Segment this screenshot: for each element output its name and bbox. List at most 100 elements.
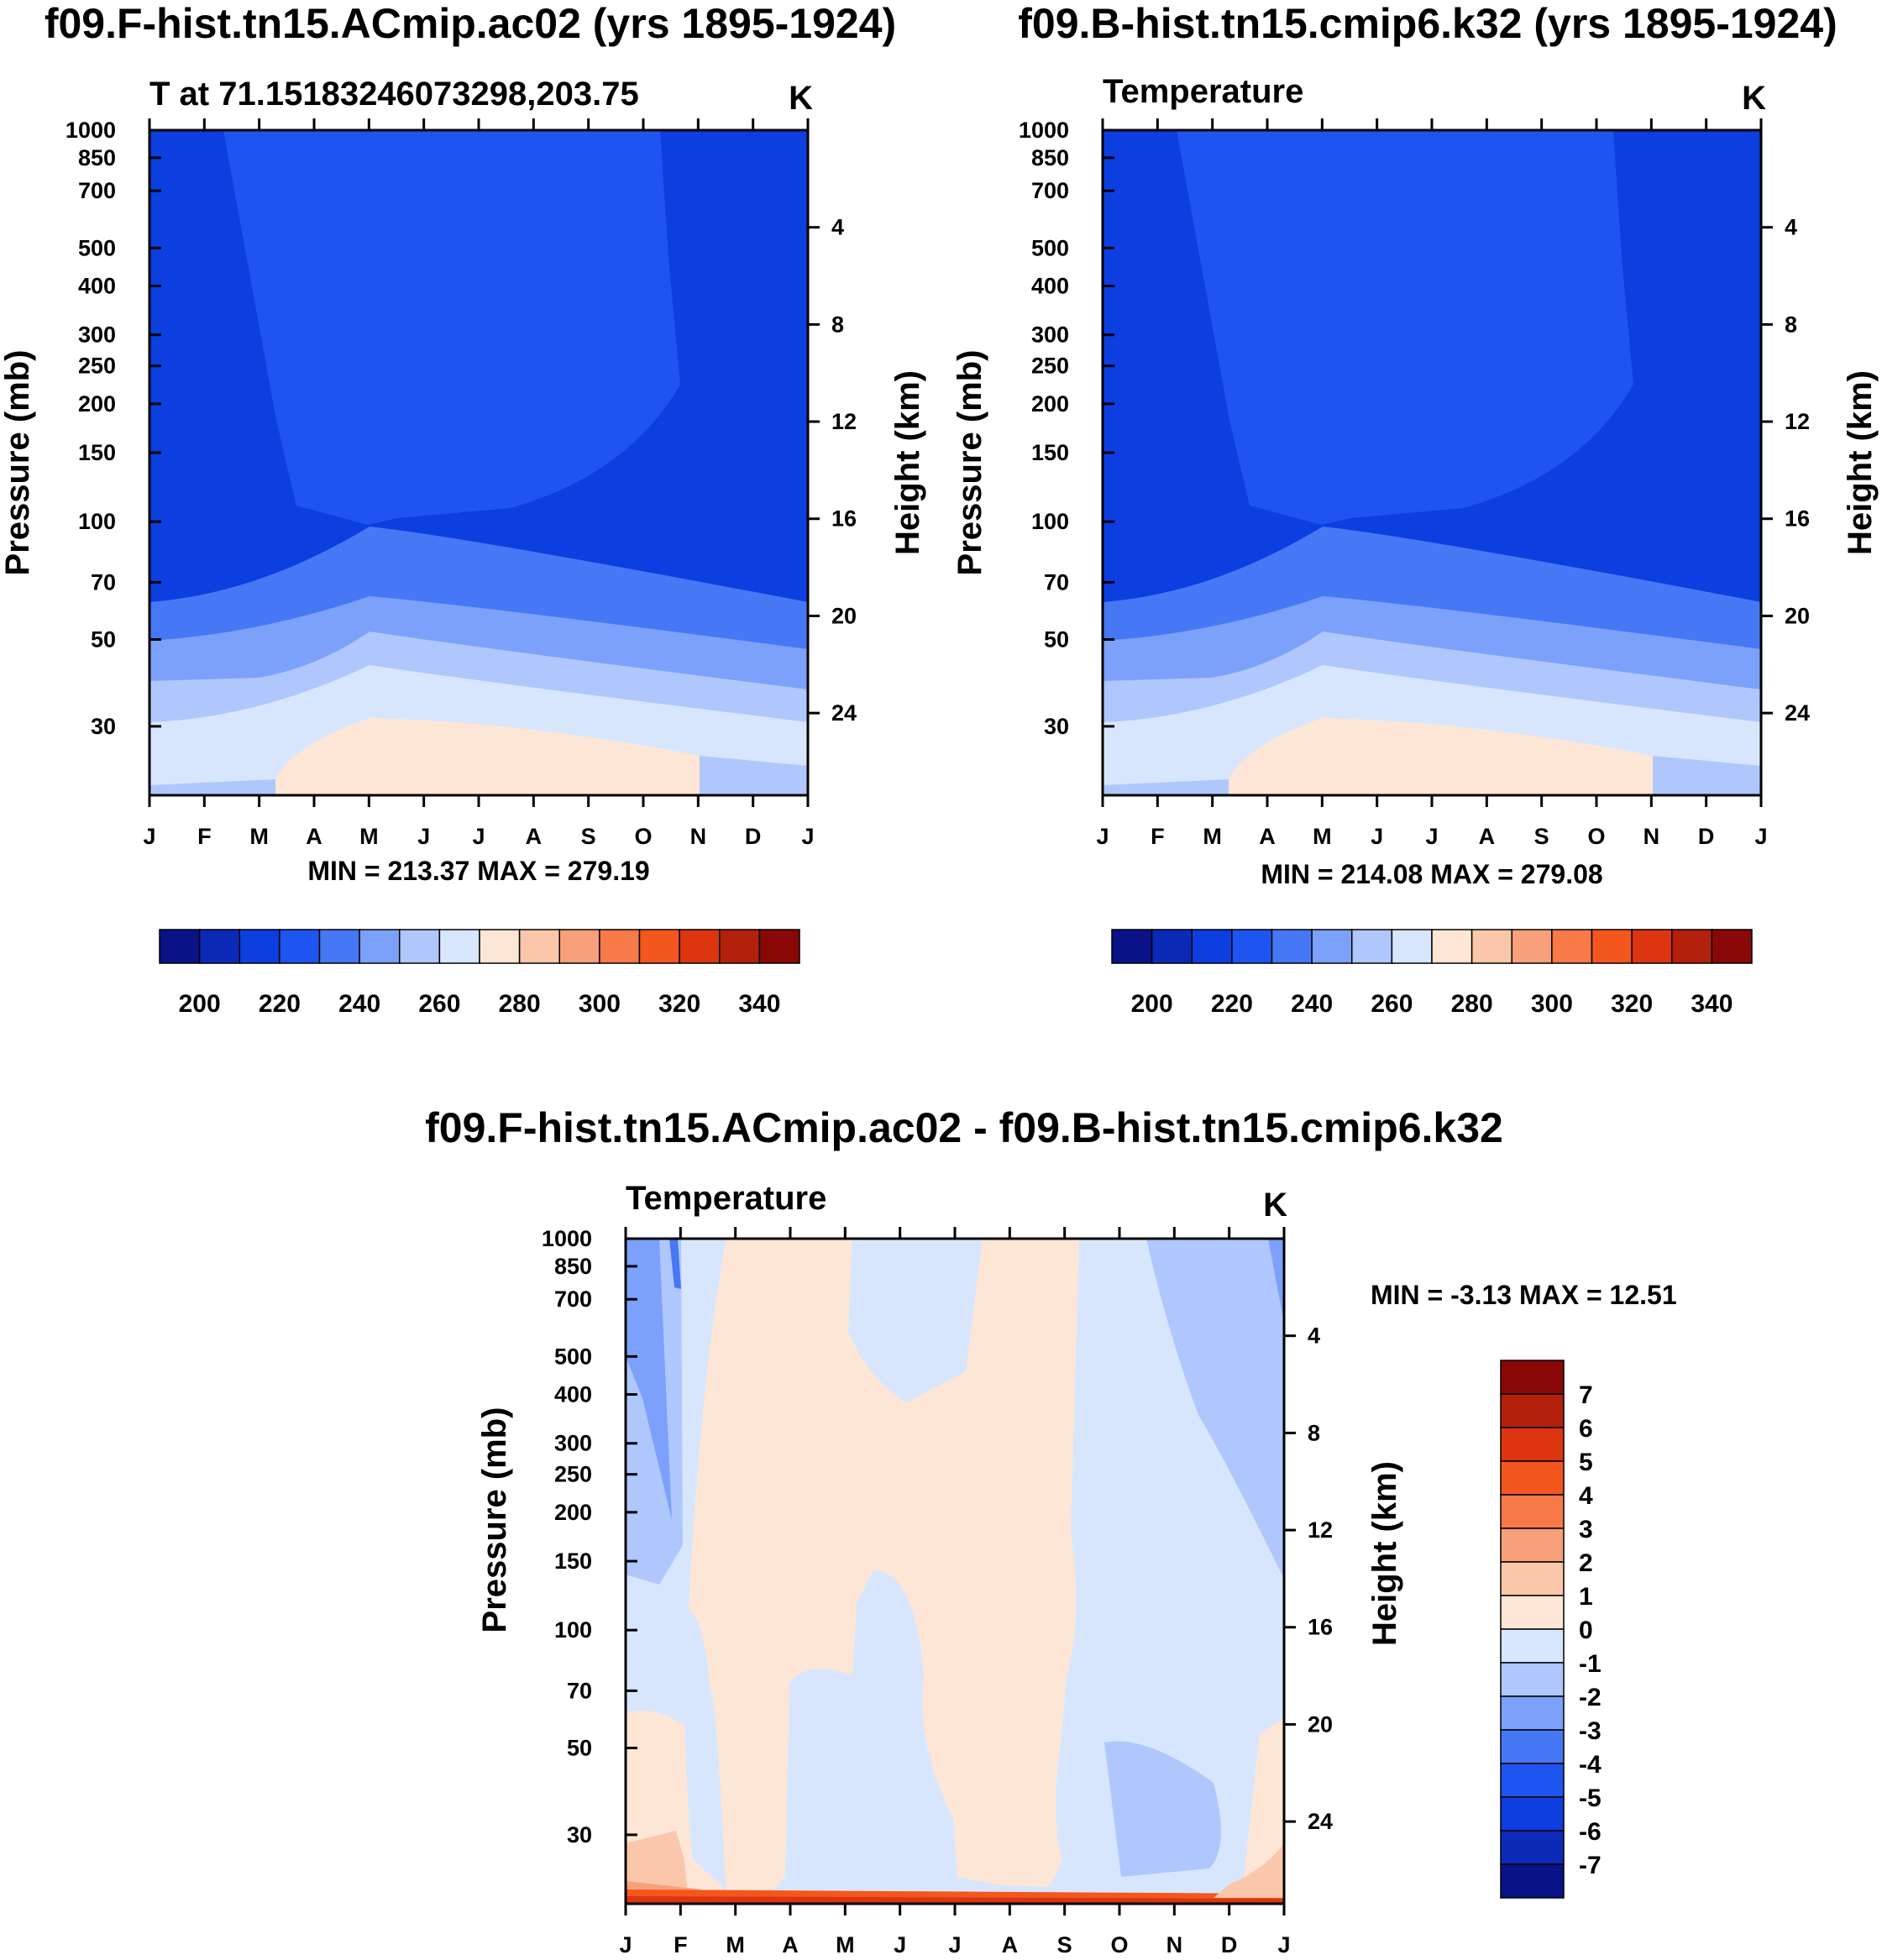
colorbar-box	[399, 929, 441, 964]
contour-field	[1103, 130, 1761, 795]
colorbar-box	[1500, 1393, 1565, 1428]
y2-axis-label: Height (km)	[1842, 370, 1879, 555]
colorbar-box	[1500, 1695, 1565, 1731]
colorbar-box	[1111, 929, 1153, 964]
colorbar-box	[1500, 1729, 1565, 1764]
pressure-tick-label: 400	[554, 1382, 592, 1407]
month-tick-label: M	[726, 1932, 745, 1957]
colorbar-box	[1191, 929, 1233, 964]
axis-ticks: 3050701001502002503004005007008501000242…	[1019, 118, 1810, 849]
colorbar-box	[1311, 929, 1353, 964]
pressure-tick-label: 30	[91, 714, 116, 739]
month-tick-label: N	[1166, 1932, 1183, 1957]
height-tick-label: 4	[1785, 215, 1797, 240]
pressure-tick-label: 100	[1031, 509, 1069, 534]
colorbar-box	[599, 929, 641, 964]
height-tick-label: 16	[831, 506, 857, 532]
colorbar-box	[1551, 929, 1593, 964]
colorbar-box	[518, 929, 560, 964]
height-tick-label: 24	[831, 700, 857, 726]
pressure-tick-label: 70	[91, 569, 116, 595]
month-tick-label: J	[1096, 824, 1109, 849]
colorbar-box	[359, 929, 401, 964]
colorbar-box	[1500, 1360, 1565, 1395]
colorbar-label: 3	[1579, 1516, 1593, 1543]
axis-ticks: 3050701001502002503004005007008501000242…	[542, 1226, 1333, 1957]
panel-title: f09.B-hist.tn15.cmip6.k32 (yrs 1895-1924…	[1018, 0, 1837, 47]
height-tick-label: 24	[1785, 700, 1810, 726]
colorbar-label: 200	[179, 990, 221, 1018]
colorbar-label: 280	[1451, 990, 1493, 1018]
height-tick-label: 4	[1308, 1323, 1320, 1349]
colorbar-label: 300	[1531, 990, 1573, 1018]
colorbar-box	[1470, 929, 1512, 964]
month-tick-label: J	[1371, 824, 1383, 849]
pressure-tick-label: 50	[91, 626, 116, 652]
colorbar-box	[638, 929, 680, 964]
colorbar-box	[1511, 929, 1553, 964]
month-tick-label: J	[1425, 824, 1438, 849]
colorbar-label: 220	[1211, 990, 1253, 1018]
colorbar-box	[1271, 929, 1313, 964]
colorbar-label: 240	[338, 990, 380, 1018]
pressure-tick-label: 30	[567, 1822, 592, 1847]
colorbar-box	[1500, 1863, 1565, 1899]
pressure-tick-label: 1000	[66, 118, 116, 143]
colorbar-box	[1351, 929, 1393, 964]
pressure-tick-label: 850	[78, 145, 116, 170]
colorbar-label: 1	[1579, 1583, 1593, 1611]
height-tick-label: 20	[1785, 603, 1810, 628]
colorbar-label: 4	[1579, 1482, 1593, 1510]
height-tick-label: 24	[1308, 1809, 1333, 1834]
colorbar-label: 320	[1611, 990, 1653, 1018]
colorbar-box	[679, 929, 721, 964]
month-tick-label: J	[894, 1932, 906, 1957]
colorbar-box	[1500, 1763, 1565, 1798]
colorbar-label: 2	[1579, 1549, 1593, 1577]
colorbar-box	[1391, 929, 1433, 964]
colorbar-label: -6	[1579, 1818, 1602, 1846]
y-axis-label: Pressure (mb)	[0, 350, 36, 576]
colorbar-box	[318, 929, 360, 964]
contour-field	[626, 1239, 1284, 1904]
colorbar-box	[198, 929, 240, 964]
axis-ticks: 3050701001502002503004005007008501000242…	[66, 118, 857, 849]
colorbar-label: -2	[1579, 1684, 1602, 1711]
month-tick-label: S	[1534, 824, 1549, 849]
pressure-tick-label: 300	[78, 322, 116, 348]
colorbar-left: 200 220 240 260 280 300 320 340	[159, 929, 800, 1018]
units-label: K	[1742, 80, 1766, 117]
pressure-tick-label: 700	[1031, 178, 1069, 203]
colorbar-label: 340	[1691, 990, 1733, 1018]
y2-axis-label: Height (km)	[889, 370, 926, 555]
month-tick-label: J	[1754, 824, 1767, 849]
colorbar-box	[479, 929, 521, 964]
colorbar-box	[1500, 1628, 1565, 1664]
pressure-tick-label: 300	[1031, 322, 1069, 348]
month-tick-label: S	[581, 824, 596, 849]
panel-title: f09.F-hist.tn15.ACmip.ac02 - f09.B-hist.…	[425, 1104, 1503, 1151]
colorbar-label: 5	[1579, 1449, 1593, 1476]
pressure-tick-label: 500	[1031, 235, 1069, 260]
colorbar-box	[1500, 1796, 1565, 1832]
colorbar-label: -3	[1579, 1717, 1602, 1745]
pressure-tick-label: 200	[1031, 391, 1069, 417]
month-tick-label: S	[1057, 1932, 1072, 1957]
pressure-tick-label: 150	[1031, 440, 1069, 465]
colorbar-box	[1591, 929, 1633, 964]
height-tick-label: 12	[1308, 1517, 1333, 1543]
month-tick-label: M	[836, 1932, 855, 1957]
panel-title: f09.F-hist.tn15.ACmip.ac02 (yrs 1895-192…	[45, 0, 896, 47]
colorbar-box	[1500, 1662, 1565, 1697]
month-tick-label: F	[674, 1932, 688, 1957]
colorbar-box	[1631, 929, 1673, 964]
height-tick-label: 16	[1308, 1615, 1333, 1640]
month-tick-label: J	[143, 824, 155, 849]
pressure-tick-label: 850	[554, 1254, 592, 1279]
colorbar-box	[1671, 929, 1713, 964]
month-tick-label: M	[359, 824, 379, 849]
min-max-label: MIN = 213.37 MAX = 279.19	[307, 856, 649, 886]
month-tick-label: D	[745, 824, 762, 849]
pressure-tick-label: 150	[554, 1549, 592, 1574]
